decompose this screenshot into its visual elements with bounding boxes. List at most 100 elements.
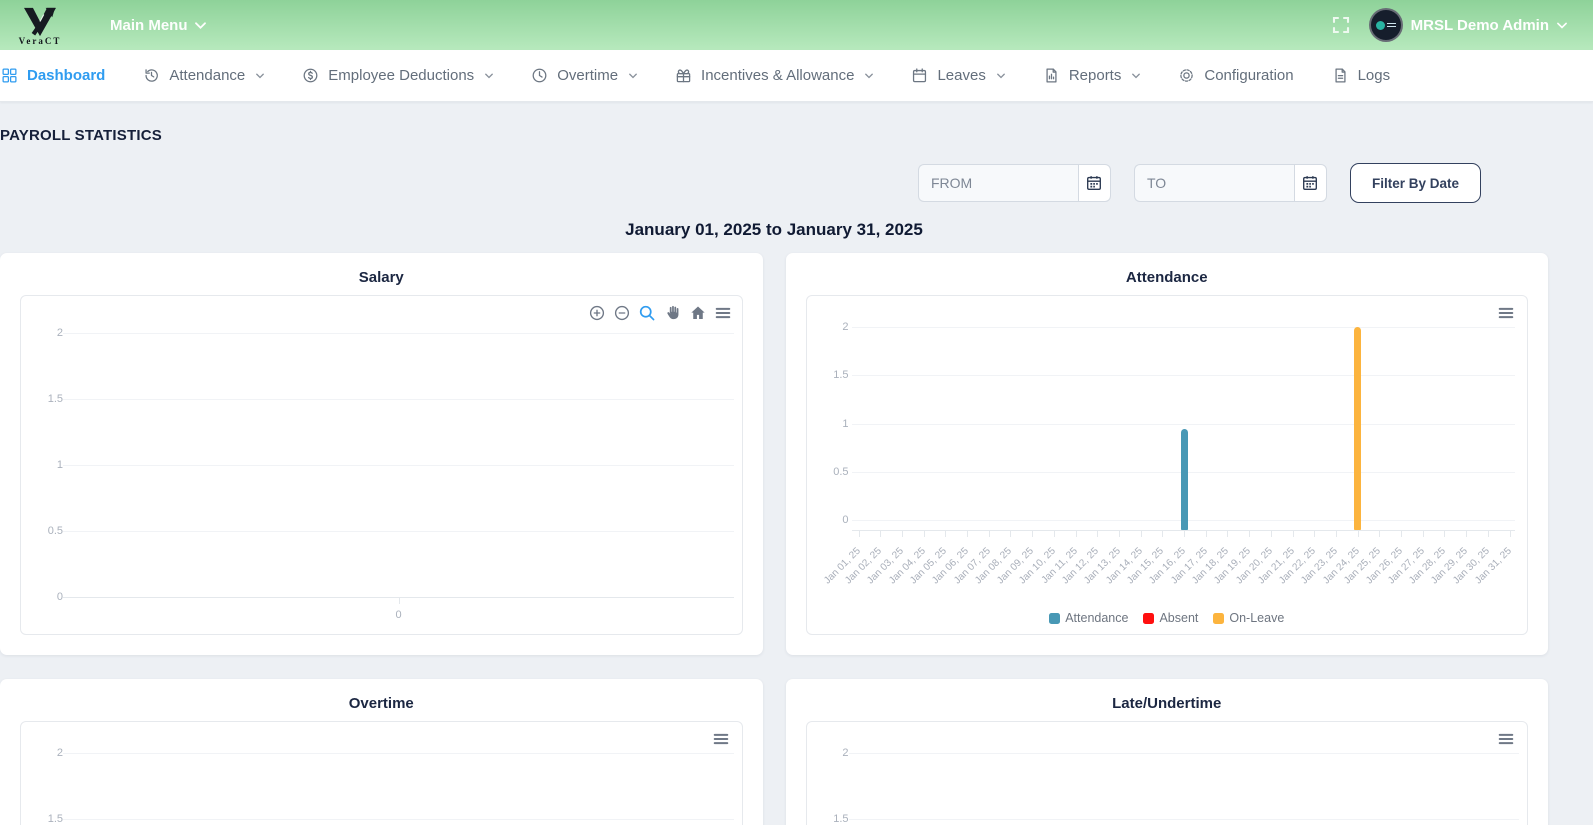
nav-item-configuration[interactable]: Configuration — [1159, 50, 1312, 101]
main-menu-button[interactable]: Main Menu — [110, 17, 206, 34]
user-name: MRSL Demo Admin — [1410, 16, 1549, 34]
x-axis-tick — [1162, 530, 1164, 537]
chevron-down-icon — [996, 73, 1005, 79]
nav-item-leaves[interactable]: Leaves — [892, 50, 1023, 101]
y-axis-label: 0 — [56, 591, 63, 603]
overtime-card: Overtime 2 1.5 — [0, 679, 763, 825]
y-axis-label: 0.5 — [833, 465, 849, 478]
menu-icon[interactable] — [1497, 730, 1515, 748]
clock-icon — [531, 67, 548, 84]
x-axis-tick — [1205, 530, 1207, 537]
x-axis-tick — [1292, 530, 1294, 537]
avatar-logo-icon — [1375, 20, 1385, 30]
filter-by-date-button[interactable]: Filter By Date — [1349, 163, 1481, 203]
user-menu[interactable]: MRSL Demo Admin — [1368, 8, 1567, 42]
gridline — [63, 465, 734, 466]
to-date-group — [1133, 164, 1327, 202]
y-axis-label: 1 — [56, 459, 63, 471]
from-date-input[interactable] — [917, 164, 1078, 202]
x-axis-line — [63, 597, 734, 598]
menu-icon[interactable] — [1497, 304, 1515, 322]
x-axis-tick — [1249, 530, 1251, 537]
x-axis-tick — [1118, 530, 1120, 537]
x-axis-tick — [398, 597, 400, 604]
from-calendar-button[interactable] — [1077, 164, 1111, 202]
selection-zoom-icon[interactable] — [638, 304, 656, 322]
y-axis-label: 2 — [56, 747, 63, 759]
gridline — [848, 819, 1519, 820]
x-axis-tick — [1010, 530, 1012, 537]
gear-icon — [1178, 67, 1195, 84]
x-axis-tick — [967, 530, 968, 537]
legend-label: On-Leave — [1229, 611, 1285, 625]
x-axis-tick — [1270, 530, 1272, 537]
x-axis-tick — [1357, 530, 1359, 537]
gridline — [63, 399, 734, 400]
x-axis-tick — [1509, 530, 1511, 537]
nav-item-dashboard[interactable]: Dashboard — [0, 50, 124, 101]
nav-item-attendance[interactable]: Attendance — [124, 50, 283, 101]
x-axis-tick — [1075, 530, 1077, 537]
app-logo[interactable]: VeraCT — [14, 6, 66, 46]
fullscreen-icon[interactable] — [1331, 15, 1351, 35]
nav-item-logs[interactable]: Logs — [1313, 50, 1410, 101]
y-axis-label: 1.5 — [47, 393, 63, 405]
gridline — [848, 753, 1519, 754]
legend-item-on-leave[interactable]: On-Leave — [1213, 611, 1284, 625]
gridline — [63, 333, 734, 334]
from-date-group — [917, 164, 1111, 202]
attendance-chart: 2 1.5 1 0.5 0 Jan 01, 25 Jan 02, 25 Jan 03, 25 J… — [805, 295, 1528, 635]
nav-item-label: Overtime — [557, 67, 619, 84]
x-axis-tick — [1401, 530, 1402, 537]
menu-icon[interactable] — [714, 304, 732, 322]
legend-item-absent[interactable]: Absent — [1143, 611, 1198, 625]
avatar — [1368, 8, 1403, 42]
nav-item-label: Employee Deductions — [328, 67, 475, 84]
x-axis-tick — [1032, 530, 1034, 537]
x-axis-tick — [1053, 530, 1055, 537]
nav-item-reports[interactable]: Reports — [1024, 50, 1160, 101]
date-filter-bar: Filter By Date — [0, 163, 1481, 203]
y-axis-label: 1.5 — [833, 813, 849, 825]
menu-icon[interactable] — [712, 730, 730, 748]
legend-swatch — [1213, 612, 1225, 624]
zoom-in-icon[interactable] — [588, 304, 606, 322]
legend-swatch — [1049, 612, 1061, 624]
x-axis-tick — [1335, 530, 1337, 537]
to-date-input[interactable] — [1133, 164, 1294, 202]
salary-chart: 2 1.5 1 0.5 0 0 — [20, 295, 743, 635]
chevron-down-icon — [194, 21, 206, 29]
legend-item-attendance[interactable]: Attendance — [1049, 611, 1128, 625]
calendar-icon — [911, 67, 928, 84]
nav-item-label: Incentives & Allowance — [701, 67, 855, 84]
y-axis-label: 2 — [842, 321, 849, 333]
calendar-icon — [1085, 174, 1103, 192]
nav-item-employee-deductions[interactable]: Employee Deductions — [283, 50, 512, 101]
zoom-out-icon[interactable] — [613, 304, 631, 322]
gridline — [63, 753, 734, 754]
gridline — [851, 375, 1515, 377]
y-axis-label: 1.5 — [833, 369, 849, 382]
y-axis-label: 2 — [56, 327, 63, 339]
late-undertime-chart: 2 1.5 — [805, 721, 1528, 825]
date-range-title: January 01, 2025 to January 31, 2025 — [625, 220, 923, 239]
dashboard-page: PAYROLL STATISTICS Filter By Date Januar… — [0, 127, 1593, 825]
nav-item-incentives-allowance[interactable]: Incentives & Allowance — [656, 50, 892, 101]
late-undertime-card: Late/Undertime 2 1.5 — [785, 679, 1548, 825]
x-axis-tick — [988, 530, 990, 537]
gridline — [851, 327, 1515, 328]
x-axis-tick — [858, 530, 860, 537]
chevron-down-icon — [256, 73, 265, 79]
x-axis-tick — [1227, 530, 1229, 537]
pan-icon[interactable] — [663, 303, 682, 322]
nav-item-label: Leaves — [937, 67, 986, 84]
home-icon[interactable] — [689, 304, 707, 322]
to-calendar-button[interactable] — [1293, 164, 1327, 202]
nav-item-overtime[interactable]: Overtime — [512, 50, 656, 101]
report-icon — [1043, 67, 1060, 84]
x-axis-tick — [923, 530, 925, 537]
x-axis-tick — [1487, 530, 1489, 537]
x-axis-tick — [1379, 530, 1381, 537]
x-axis-tick — [1466, 530, 1468, 537]
x-axis-tick — [1097, 530, 1099, 537]
